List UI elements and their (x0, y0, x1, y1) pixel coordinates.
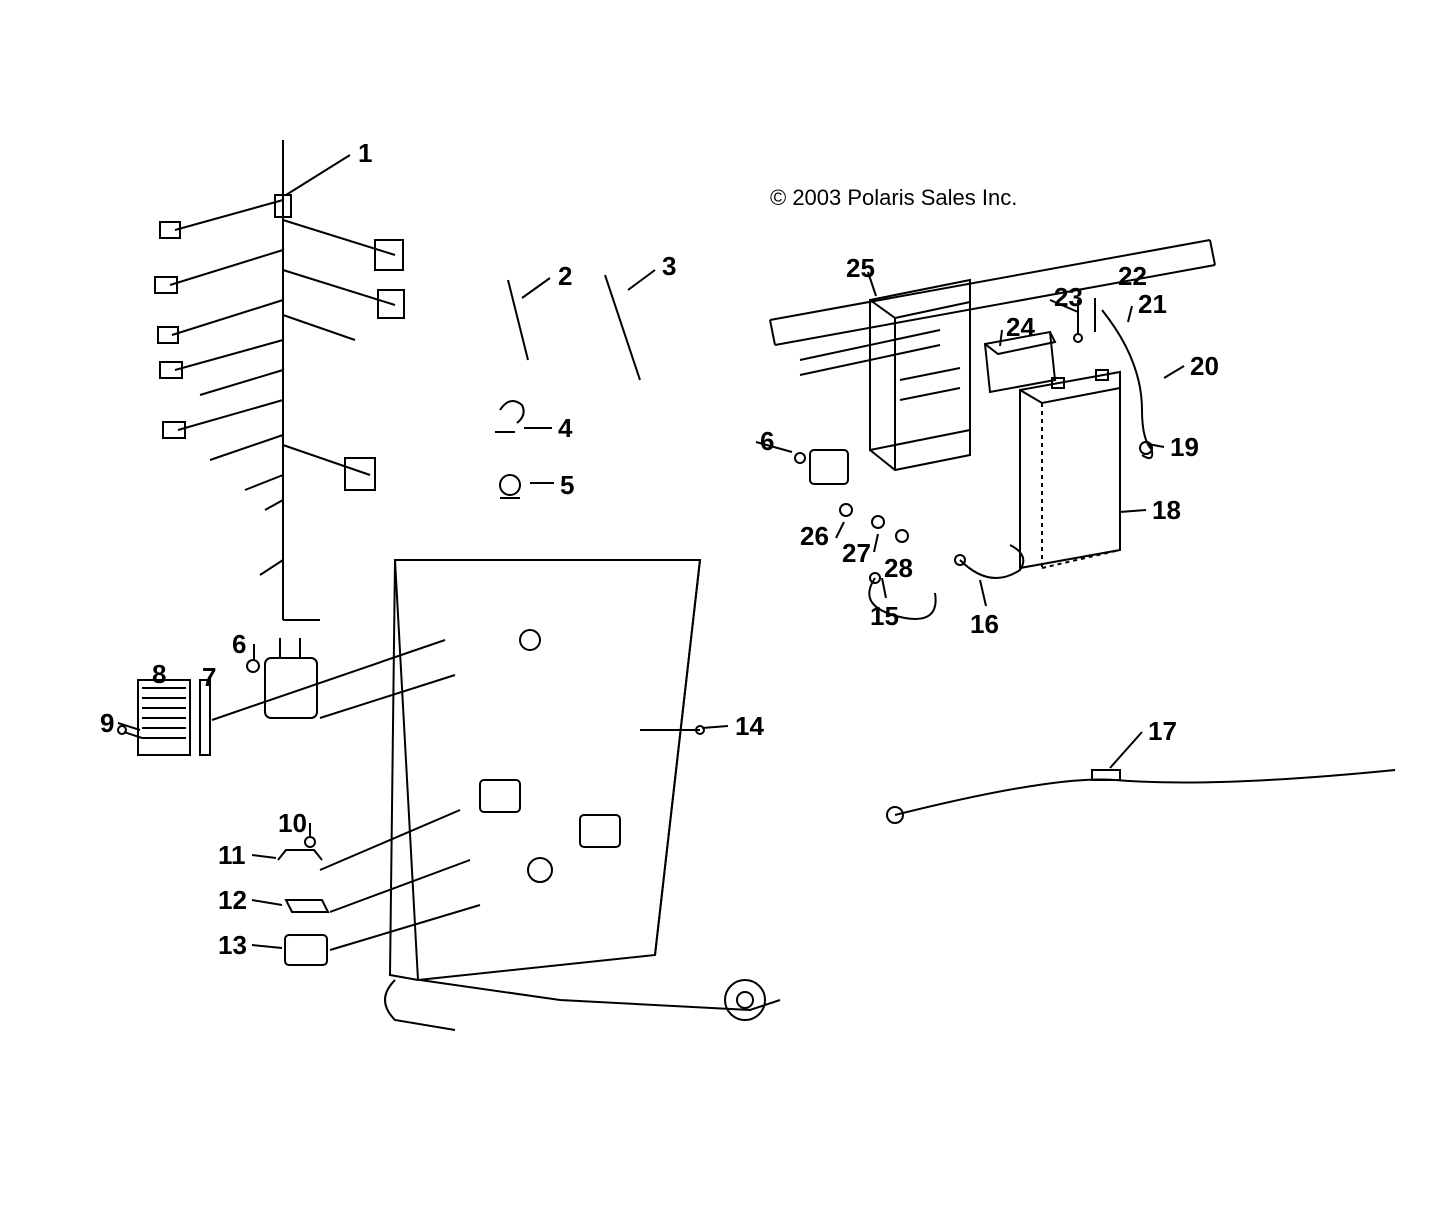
diagram-svg (0, 0, 1434, 1227)
